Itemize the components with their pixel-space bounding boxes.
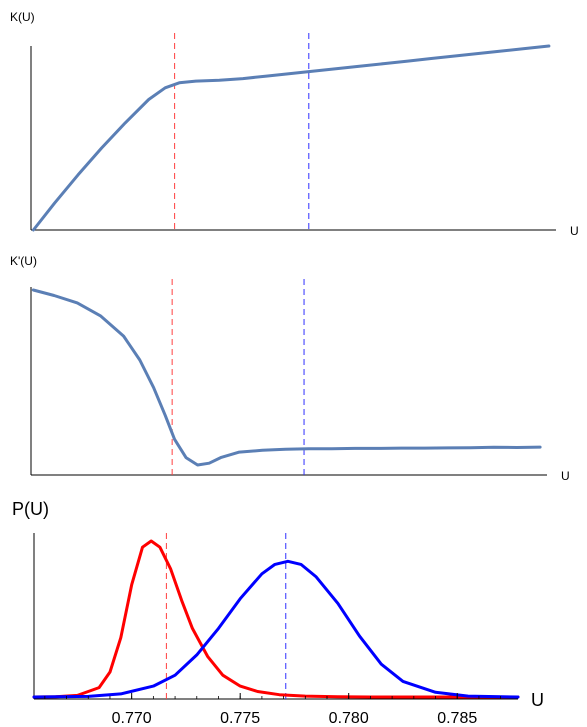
panel3-tick-label: 0.775 — [220, 710, 260, 727]
panel2-ylabel: K'(U) — [10, 254, 37, 268]
panel2-series-line-curve — [31, 288, 542, 467]
panel1-xlabel: U — [570, 224, 579, 238]
panel3-xlabel: U — [531, 690, 544, 710]
panel1-series-line-curve — [31, 44, 551, 232]
panel3-tick-label: 0.780 — [329, 710, 369, 727]
chart-marks — [30, 33, 556, 700]
panel3-series-line-blue — [32, 559, 520, 699]
panel3-ylabel: P(U) — [12, 499, 49, 519]
panel3-tick-label: 0.770 — [112, 710, 152, 727]
panel3-tick-labels: 0.770 0.775 0.780 0.785 — [112, 710, 478, 727]
panel3-tick-label: 0.785 — [437, 710, 477, 727]
panel1-ylabel: K(U) — [10, 10, 35, 24]
panel3-series-line-red — [32, 539, 520, 699]
panel2-xlabel: U — [561, 469, 570, 483]
